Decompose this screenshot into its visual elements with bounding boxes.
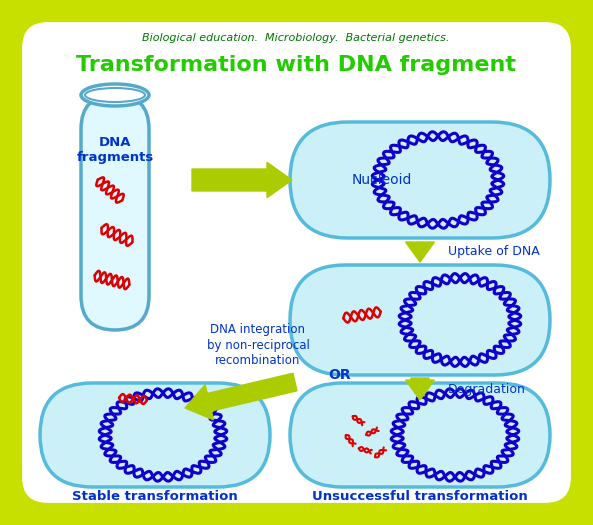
Text: Stable transformation: Stable transformation [72,490,238,503]
FancyBboxPatch shape [81,95,149,330]
Polygon shape [406,242,435,262]
Text: Nucleoid: Nucleoid [352,173,412,187]
FancyBboxPatch shape [20,20,573,505]
Text: Unsuccessful transformation: Unsuccessful transformation [312,490,528,503]
Polygon shape [192,162,292,197]
Polygon shape [406,378,435,400]
Text: Degradation: Degradation [448,383,526,395]
Text: Transformation with DNA fragment: Transformation with DNA fragment [76,55,516,75]
FancyBboxPatch shape [8,8,585,517]
Ellipse shape [85,88,145,102]
FancyBboxPatch shape [290,122,550,238]
FancyBboxPatch shape [290,265,550,375]
FancyBboxPatch shape [290,383,550,487]
Polygon shape [185,373,297,420]
Text: DNA integration
by non-reciprocal
recombination: DNA integration by non-reciprocal recomb… [206,322,310,368]
Text: Uptake of DNA: Uptake of DNA [448,246,540,258]
Text: OR: OR [329,368,351,382]
Text: Biological education.  Microbiology.  Bacterial genetics.: Biological education. Microbiology. Bact… [142,33,449,43]
FancyBboxPatch shape [40,383,270,487]
Ellipse shape [81,84,149,106]
Text: DNA
fragments: DNA fragments [76,135,154,164]
